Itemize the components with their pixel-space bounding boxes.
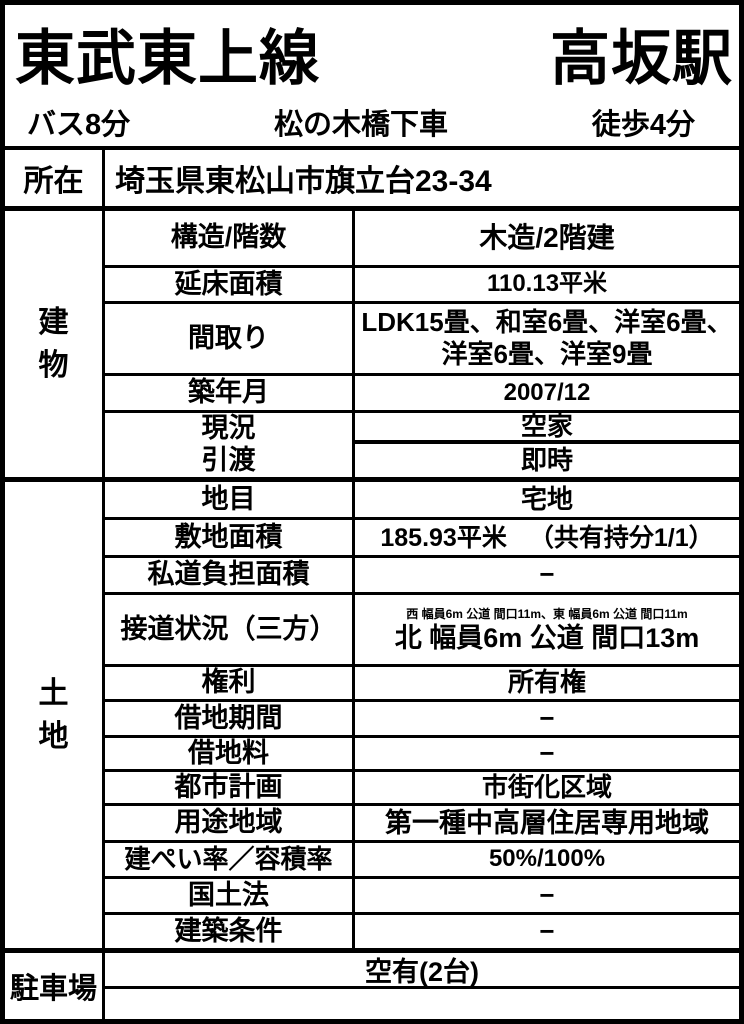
building-side-label-text: 建物	[38, 305, 69, 383]
row-building-conditions-value: −	[539, 915, 555, 946]
row-site-area-label: 敷地面積	[105, 520, 355, 558]
row-layout-line1: LDK15畳、和室6畳、洋室6畳、	[361, 307, 733, 338]
row-layout-value: LDK15畳、和室6畳、洋室6畳、 洋室6畳、洋室9畳	[355, 304, 739, 376]
road-access-note: 西 幅員6m 公道 間口11m、東 幅員6m 公道 間口11m	[406, 606, 688, 621]
parking-empty-row	[105, 989, 739, 1019]
row-national-land-law-value: −	[355, 879, 739, 915]
row-building-conditions-label: 建築条件	[105, 915, 355, 948]
row-built-date-value: 2007/12	[355, 376, 739, 413]
parking-side-label: 駐車場	[5, 953, 105, 1019]
site-area-number: 185.93平米	[380, 523, 507, 552]
row-city-planning-value: 市街化区域	[355, 772, 739, 806]
row-national-land-law-label: 国土法	[105, 879, 355, 915]
row-road-access-value: 西 幅員6m 公道 間口11m、東 幅員6m 公道 間口11m 北 幅員6m 公…	[355, 595, 739, 667]
row-status-value: 空家	[355, 411, 739, 444]
rail-line-name: 東武東上線	[15, 24, 320, 92]
row-coverage-ratio-value: 50%/100%	[355, 843, 739, 879]
row-coverage-ratio-label: 建ぺい率／容積率	[105, 843, 355, 879]
walk-time: 徒歩4分	[591, 108, 695, 141]
site-area-ownership-note: （共有持分1/1）	[528, 523, 714, 552]
bus-time: バス8分	[27, 108, 131, 141]
row-floor-area-value: 110.13平米	[355, 268, 739, 304]
row-rights-value: 所有権	[355, 667, 739, 702]
row-structure-value: 木造/2階建	[355, 211, 739, 268]
land-section: 土地 地目 宅地 敷地面積 185.93平米 （共有持分1/1） 私道負担面積 …	[5, 482, 739, 953]
land-side-label: 土地	[5, 482, 105, 948]
row-structure-label: 構造/階数	[105, 211, 355, 268]
row-private-road-label: 私道負担面積	[105, 558, 355, 595]
title-row: 東武東上線 高坂駅	[5, 5, 739, 99]
row-layout-line2: 洋室6畳、洋室9畳	[441, 338, 653, 369]
row-lease-fee-label: 借地料	[105, 738, 355, 772]
row-road-access-label: 接道状況（三方）	[105, 595, 355, 667]
building-section: 建物 構造/階数 木造/2階建 延床面積 110.13平米 間取り LDK15畳…	[5, 211, 739, 482]
row-rights-label: 権利	[105, 667, 355, 702]
row-lease-period-value: −	[355, 702, 739, 738]
row-built-date-label: 築年月	[105, 376, 355, 413]
row-land-category-label: 地目	[105, 482, 355, 520]
row-land-category-value: 宅地	[355, 482, 739, 520]
row-site-area-value: 185.93平米 （共有持分1/1）	[355, 520, 739, 558]
row-city-planning-label: 都市計画	[105, 772, 355, 806]
parking-section: 駐車場 空有(2台)	[5, 953, 739, 1019]
row-lease-fee-value: −	[355, 738, 739, 772]
location-label: 所在	[5, 150, 105, 206]
land-side-label-text: 土地	[38, 676, 69, 754]
location-row: 所在 埼玉県東松山市旗立台23-34	[5, 150, 739, 211]
row-lease-period-label: 借地期間	[105, 702, 355, 738]
parking-value: 空有(2台)	[105, 953, 739, 989]
row-handover-label: 引渡	[105, 444, 355, 477]
building-side-label: 建物	[5, 211, 105, 477]
row-zoning-label: 用途地域	[105, 806, 355, 843]
bus-stop-name: 松の木橋下車	[273, 108, 448, 141]
location-value: 埼玉県東松山市旗立台23-34	[115, 165, 492, 198]
road-access-main: 北 幅員6m 公道 間口13m	[394, 622, 700, 653]
station-name: 高坂駅	[550, 24, 733, 92]
row-handover-value: 即時	[520, 444, 573, 475]
row-layout-label: 間取り	[105, 304, 355, 376]
row-zoning-value: 第一種中高層住居専用地域	[355, 806, 739, 843]
row-private-road-value: −	[355, 558, 739, 595]
row-status-label: 現況	[105, 413, 355, 444]
access-row: バス8分 松の木橋下車 徒歩4分	[5, 99, 739, 150]
row-floor-area-label: 延床面積	[105, 268, 355, 304]
